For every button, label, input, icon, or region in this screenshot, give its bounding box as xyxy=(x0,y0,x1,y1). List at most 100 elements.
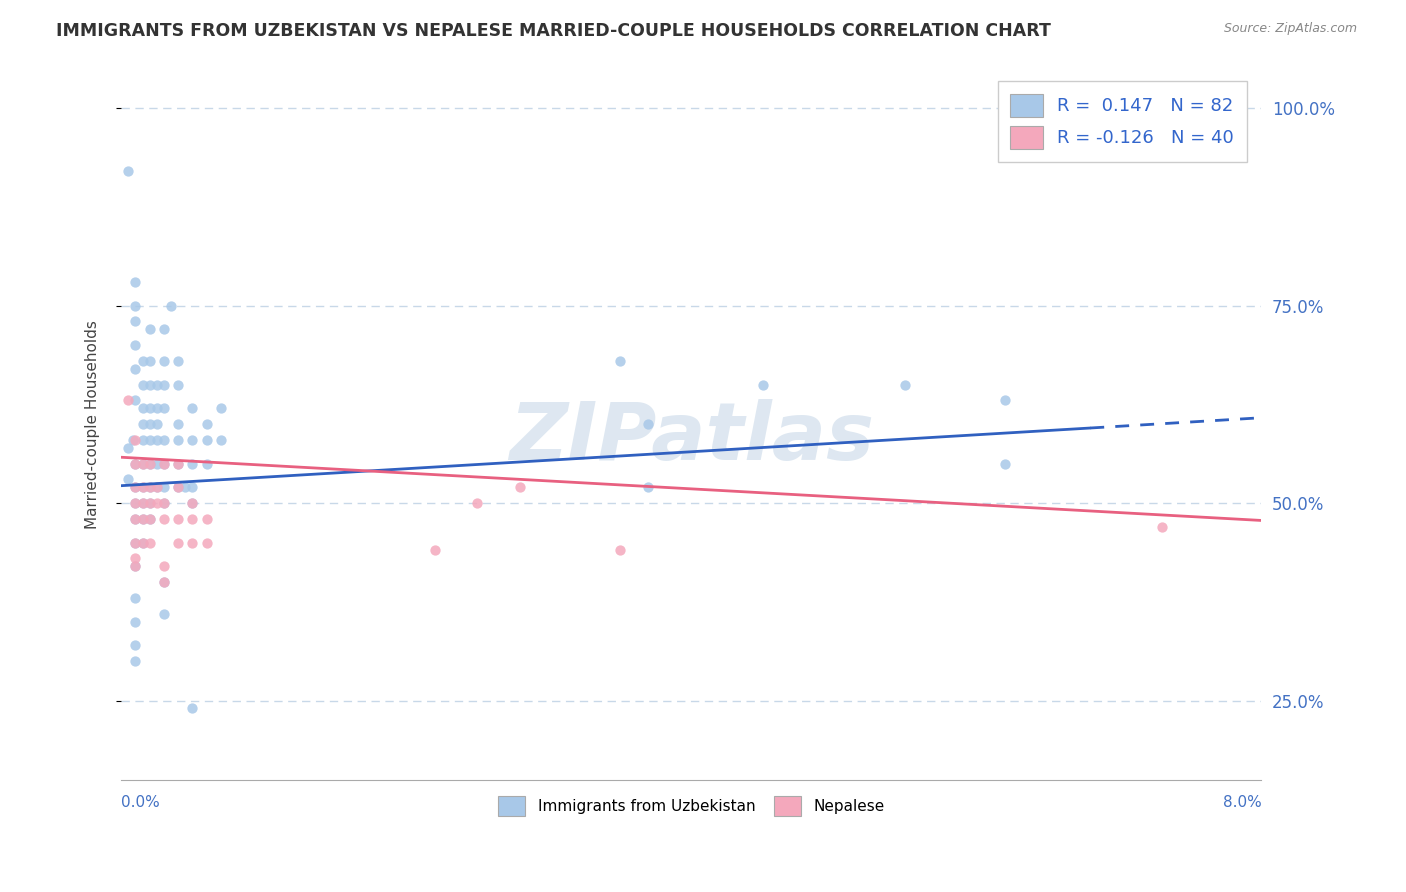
Point xyxy=(138,512,160,526)
Point xyxy=(124,559,146,574)
Point xyxy=(124,591,146,605)
Point xyxy=(195,535,218,549)
Y-axis label: Married-couple Households: Married-couple Households xyxy=(86,319,100,528)
Text: 0.0%: 0.0% xyxy=(121,796,160,811)
Point xyxy=(124,559,146,574)
Point xyxy=(124,457,146,471)
Point xyxy=(153,575,176,590)
Point xyxy=(131,480,153,494)
Point xyxy=(153,377,176,392)
Point xyxy=(138,535,160,549)
Point xyxy=(124,638,146,652)
Point xyxy=(124,275,146,289)
Point xyxy=(131,535,153,549)
Point xyxy=(994,393,1017,408)
Point xyxy=(138,417,160,431)
Point xyxy=(153,480,176,494)
Point xyxy=(138,496,160,510)
Point xyxy=(195,417,218,431)
Point xyxy=(153,457,176,471)
Point xyxy=(138,457,160,471)
Point xyxy=(167,480,190,494)
Point xyxy=(153,457,176,471)
Point xyxy=(423,543,446,558)
Point xyxy=(609,543,631,558)
Point xyxy=(145,457,167,471)
Point xyxy=(637,480,659,494)
Point xyxy=(181,701,204,715)
Point xyxy=(167,377,190,392)
Point xyxy=(121,433,143,447)
Point xyxy=(124,512,146,526)
Point xyxy=(124,480,146,494)
Point xyxy=(195,433,218,447)
Point xyxy=(181,457,204,471)
Point xyxy=(124,615,146,629)
Point xyxy=(124,457,146,471)
Point xyxy=(145,377,167,392)
Point xyxy=(124,654,146,668)
Point xyxy=(131,496,153,510)
Point xyxy=(153,559,176,574)
Point xyxy=(124,535,146,549)
Point xyxy=(131,457,153,471)
Point xyxy=(124,361,146,376)
Point xyxy=(167,457,190,471)
Point xyxy=(124,433,146,447)
Point xyxy=(131,417,153,431)
Point xyxy=(181,480,204,494)
Point xyxy=(138,512,160,526)
Point xyxy=(138,354,160,368)
Point xyxy=(145,401,167,416)
Point xyxy=(153,496,176,510)
Point xyxy=(145,496,167,510)
Point xyxy=(209,401,232,416)
Point xyxy=(131,433,153,447)
Point xyxy=(209,433,232,447)
Point xyxy=(131,354,153,368)
Point xyxy=(467,496,489,510)
Point xyxy=(124,299,146,313)
Point xyxy=(751,377,773,392)
Text: IMMIGRANTS FROM UZBEKISTAN VS NEPALESE MARRIED-COUPLE HOUSEHOLDS CORRELATION CHA: IMMIGRANTS FROM UZBEKISTAN VS NEPALESE M… xyxy=(56,22,1052,40)
Point xyxy=(145,480,167,494)
Point xyxy=(138,496,160,510)
Point xyxy=(124,480,146,494)
Point xyxy=(167,354,190,368)
Point xyxy=(117,393,139,408)
Text: 8.0%: 8.0% xyxy=(1223,796,1261,811)
Point xyxy=(124,535,146,549)
Point xyxy=(124,496,146,510)
Point xyxy=(195,457,218,471)
Point xyxy=(153,354,176,368)
Point xyxy=(138,377,160,392)
Point xyxy=(167,535,190,549)
Point xyxy=(153,401,176,416)
Point xyxy=(131,377,153,392)
Point xyxy=(124,338,146,352)
Point xyxy=(509,480,531,494)
Point xyxy=(181,496,204,510)
Point xyxy=(131,512,153,526)
Point xyxy=(153,322,176,336)
Point xyxy=(637,417,659,431)
Point xyxy=(609,354,631,368)
Point xyxy=(181,401,204,416)
Point xyxy=(174,480,197,494)
Point xyxy=(131,457,153,471)
Point xyxy=(195,512,218,526)
Point xyxy=(131,496,153,510)
Point xyxy=(124,393,146,408)
Point xyxy=(138,433,160,447)
Legend: Immigrants from Uzbekistan, Nepalese: Immigrants from Uzbekistan, Nepalese xyxy=(489,788,894,825)
Point xyxy=(153,512,176,526)
Point xyxy=(167,480,190,494)
Point xyxy=(117,164,139,178)
Point xyxy=(167,512,190,526)
Point xyxy=(117,472,139,486)
Point xyxy=(138,401,160,416)
Point xyxy=(167,457,190,471)
Point xyxy=(138,480,160,494)
Point xyxy=(181,512,204,526)
Point xyxy=(181,496,204,510)
